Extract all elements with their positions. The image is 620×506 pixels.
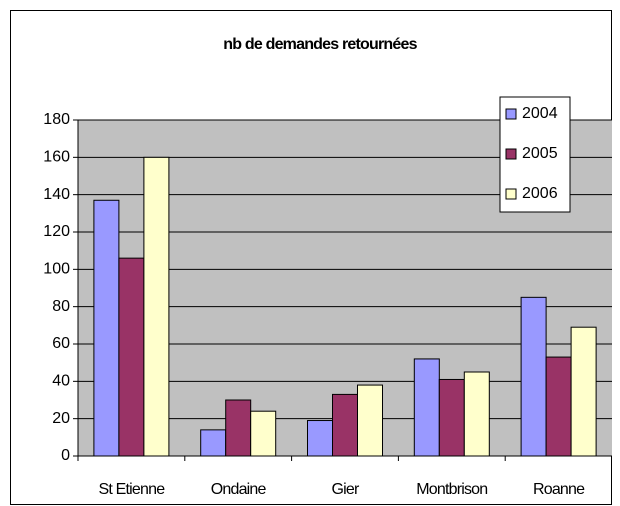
y-tick-label: 40 [52, 373, 70, 390]
chart-title: nb de demandes retournées [223, 36, 417, 53]
bar [520, 296, 547, 457]
legend-label: 2006 [522, 185, 558, 202]
legend-swatch [505, 108, 517, 120]
y-tick-label: 20 [52, 410, 70, 427]
y-tick-label: 160 [43, 149, 70, 166]
bar [307, 420, 333, 457]
bar [463, 371, 490, 457]
bar [250, 410, 277, 457]
bar [225, 399, 252, 457]
bar [118, 257, 145, 457]
x-tick-label: Gier [331, 481, 359, 498]
bar [332, 393, 358, 457]
y-tick-label: 140 [43, 186, 70, 203]
bar [93, 199, 120, 457]
legend-swatch [505, 148, 517, 160]
x-tick-label: Roanne [533, 481, 585, 498]
legend-label: 2005 [522, 145, 558, 162]
bar [545, 356, 572, 457]
bar [413, 358, 440, 457]
x-tick-label: St Etienne [98, 481, 165, 498]
y-tick-label: 120 [43, 223, 70, 240]
bar [143, 156, 170, 457]
y-tick-label: 80 [52, 298, 70, 315]
y-tick-label: 60 [52, 335, 70, 352]
legend-swatch [505, 188, 517, 200]
bar [438, 378, 465, 457]
y-tick-label: 100 [43, 261, 70, 278]
bar [200, 429, 227, 457]
y-tick-label: 0 [61, 447, 70, 464]
bar [570, 326, 597, 457]
bar [357, 384, 383, 457]
x-tick-label: Ondaine [211, 481, 267, 498]
x-tick-label: Montbrison [416, 481, 487, 498]
y-tick-label: 180 [43, 111, 70, 128]
legend-label: 2004 [522, 105, 558, 122]
